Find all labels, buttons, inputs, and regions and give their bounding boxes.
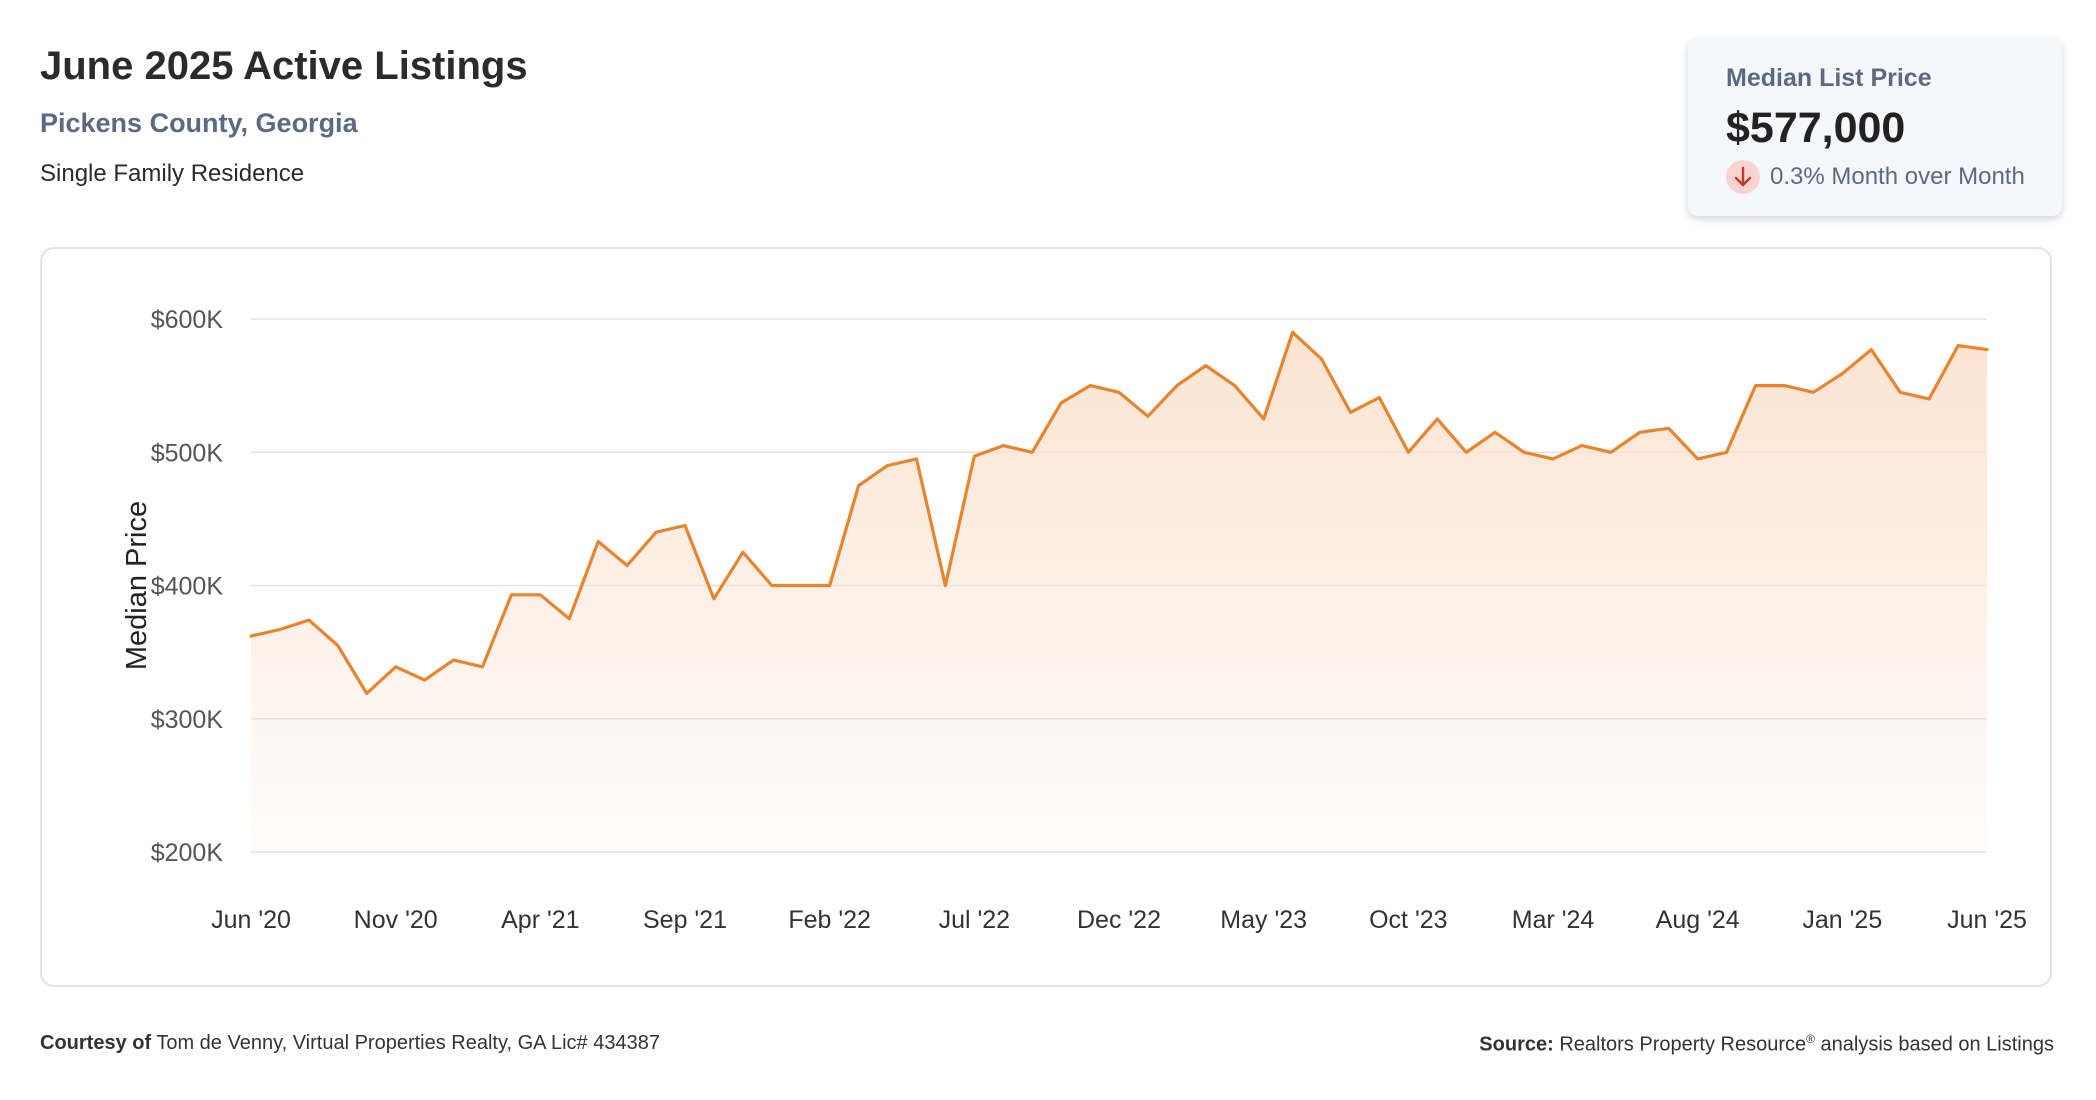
- x-tick-label: Feb '22: [788, 906, 871, 934]
- y-tick-label: $600K: [151, 306, 224, 334]
- x-tick-label: Jul '22: [939, 906, 1010, 934]
- y-tick-label: $400K: [151, 573, 224, 601]
- series-line: [249, 330, 1989, 695]
- x-tick-label: Nov '20: [354, 906, 438, 934]
- property-type-label: Single Family Residence: [40, 160, 305, 187]
- x-tick-label: Aug '24: [1656, 906, 1740, 934]
- arrow-down-icon: [1726, 160, 1760, 194]
- x-tick-label: Dec '22: [1077, 906, 1161, 934]
- stat-change-text: 0.3% Month over Month: [1770, 163, 2025, 190]
- stat-value: $577,000: [1726, 104, 1906, 152]
- source-label: Source:: [1479, 1033, 1554, 1056]
- x-tick-label: Mar '24: [1512, 906, 1595, 934]
- source-name: Realtors Property Resource: [1559, 1033, 1807, 1056]
- area-fill: [251, 332, 1987, 852]
- x-tick-label: Oct '23: [1369, 906, 1447, 934]
- courtesy-label: Courtesy of: [40, 1032, 152, 1054]
- location-subtitle: Pickens County, Georgia: [40, 108, 358, 138]
- price-chart: $200K $300K $400K $500K $600K Jun '20 Nov '20 A…: [121, 306, 2027, 934]
- source-footer: Source: Realtors Property Resource® anal…: [1479, 1032, 2054, 1057]
- x-tick-label: Jun '20: [211, 906, 291, 934]
- y-axis-label: Median Price: [121, 501, 153, 670]
- y-tick-label: $500K: [151, 439, 224, 467]
- x-tick-label: Jun '25: [1947, 906, 2027, 934]
- stat-change: 0.3% Month over Month: [1726, 160, 2025, 194]
- source-rest: analysis based on Listings: [1820, 1033, 2054, 1056]
- y-tick-label: $300K: [151, 706, 224, 734]
- y-tick-label: $200K: [151, 839, 224, 867]
- x-tick-label: Jan '25: [1802, 906, 1882, 934]
- x-tick-label: May '23: [1220, 906, 1307, 934]
- courtesy-footer: Courtesy of Tom de Venny, Virtual Proper…: [40, 1032, 660, 1055]
- x-tick-label: Sep '21: [643, 906, 727, 934]
- registered-mark: ®: [1806, 1032, 1815, 1046]
- chart-container: $200K $300K $400K $500K $600K Jun '20 Nov '20 A…: [40, 247, 2052, 987]
- median-list-price-card: Median List Price $577,000 0.3% Month ov…: [1688, 38, 2062, 216]
- x-tick-label: Apr '21: [501, 906, 579, 934]
- chart-title: June 2025 Active Listings: [40, 44, 528, 88]
- stat-label: Median List Price: [1726, 64, 1932, 92]
- courtesy-text: Tom de Venny, Virtual Properties Realty,…: [156, 1032, 660, 1054]
